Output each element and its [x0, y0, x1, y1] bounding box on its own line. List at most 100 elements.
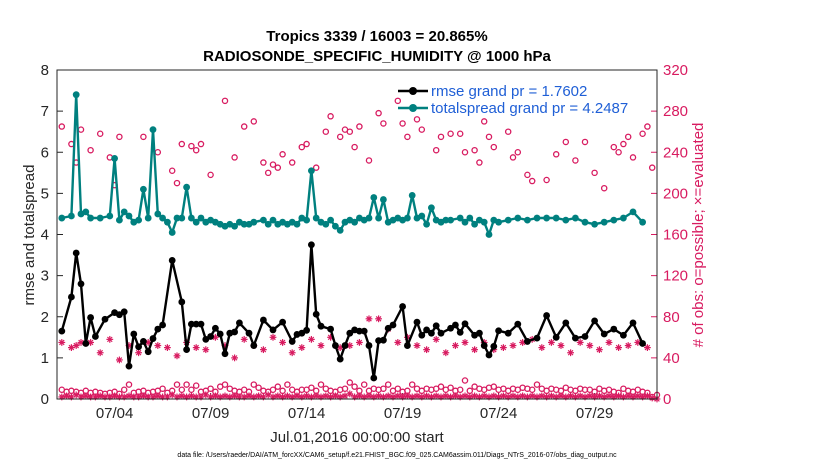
obs-possible-point — [351, 383, 358, 390]
obs-evaluated-point — [279, 339, 286, 346]
totalspread-point — [380, 196, 387, 203]
totalspread-point — [149, 126, 157, 134]
rmse-point — [303, 326, 310, 334]
rmse-point — [92, 333, 99, 340]
obs-possible-point — [514, 148, 522, 156]
rmse-point — [68, 293, 75, 301]
obs-possible-point — [562, 138, 570, 146]
totalspread-point — [485, 231, 493, 238]
obs-evaluated-point — [586, 392, 594, 400]
rmse-point — [437, 329, 445, 337]
totalspread-point — [269, 216, 277, 224]
obs-evaluated-point — [596, 346, 603, 354]
totalspread-point — [183, 183, 191, 191]
rmse-point — [365, 342, 373, 349]
rmse-point — [236, 319, 243, 327]
rmse-point — [533, 334, 541, 342]
obs-possible-point — [408, 381, 416, 388]
obs-evaluated-point — [346, 342, 354, 349]
totalspread-point — [231, 222, 239, 230]
obs-possible-point — [168, 167, 176, 175]
obs-possible-point — [322, 128, 330, 135]
totalspread-point — [250, 218, 258, 226]
obs-possible-point — [308, 384, 315, 391]
obs-evaluated-point — [442, 349, 450, 357]
y-right-tick-label: 200 — [663, 185, 688, 202]
obs-evaluated-point — [624, 342, 632, 349]
obs-evaluated-point — [96, 349, 104, 357]
obs-evaluated-point — [231, 354, 238, 362]
obs-possible-point — [394, 97, 402, 105]
totalspread-point — [188, 214, 195, 222]
rmse-point — [188, 320, 195, 328]
y-right-tick-label: 160 — [663, 227, 688, 244]
totalspread-point — [447, 216, 454, 224]
obs-possible-point — [375, 109, 382, 117]
obs-evaluated-point — [404, 392, 411, 400]
rmse-point — [197, 320, 205, 328]
obs-possible-point — [269, 386, 277, 393]
rmse-point — [327, 325, 334, 333]
rmse-point — [207, 333, 215, 340]
totalspread-point — [428, 204, 435, 212]
obs-possible-point — [365, 157, 373, 164]
obs-evaluated-point — [284, 392, 291, 400]
obs-evaluated-point — [471, 392, 478, 400]
obs-possible-point — [207, 171, 214, 179]
rmse-point — [356, 327, 363, 335]
obs-possible-point — [140, 133, 147, 141]
rmse-point — [514, 320, 522, 328]
obs-possible-point — [456, 386, 464, 393]
rmse-point — [120, 308, 128, 316]
rmse-point — [178, 298, 186, 306]
y-axis-label: rmse and totalspread — [21, 165, 38, 306]
obs-evaluated-point — [452, 392, 459, 400]
rmse-point — [380, 336, 387, 344]
rmse-point — [485, 351, 493, 359]
totalspread-point — [197, 214, 205, 222]
legend-rmse-label: rmse grand pr = 1.7602 — [431, 83, 587, 100]
rmse-point — [629, 319, 637, 327]
obs-possible-point — [456, 130, 464, 137]
obs-evaluated-point — [567, 349, 574, 357]
y-right-tick-label: 320 — [663, 62, 688, 79]
x-axis-label: Jul.01,2016 00:00:00 start — [270, 429, 444, 446]
obs-evaluated-point — [365, 392, 373, 400]
obs-evaluated-point — [432, 335, 440, 343]
totalspread-point — [260, 216, 267, 224]
totalspread-point — [116, 216, 123, 224]
rmse-point — [428, 329, 435, 337]
totalspread-point — [308, 167, 315, 175]
totalspread-point — [144, 214, 152, 222]
plot-frame — [56, 69, 658, 400]
rmse-point — [389, 321, 397, 329]
obs-evaluated-point — [135, 349, 142, 357]
obs-evaluated-point — [221, 392, 229, 400]
obs-possible-point — [341, 385, 349, 392]
obs-possible-point — [480, 118, 488, 125]
obs-possible-point — [183, 381, 190, 388]
obs-evaluated-point — [557, 342, 565, 349]
rmse-point — [610, 325, 618, 333]
obs-possible-point — [600, 184, 608, 192]
rmse-point — [341, 342, 349, 349]
y-right-axis-label: # of obs: o=possible; ×=evaluated — [690, 123, 707, 348]
totalspread-point — [562, 216, 570, 224]
rmse-point — [447, 324, 454, 332]
totalspread-point — [591, 220, 598, 228]
totalspread-point — [351, 218, 358, 226]
rmse-point — [72, 249, 80, 257]
rmse-point — [456, 328, 464, 336]
obs-evaluated-point — [538, 344, 546, 351]
obs-evaluated-point — [288, 349, 296, 357]
rmse-point — [336, 355, 344, 363]
x-tick-label: 07/29 — [576, 405, 614, 422]
obs-possible-point — [624, 133, 632, 141]
obs-evaluated-point — [178, 392, 186, 400]
obs-evaluated-point — [509, 392, 517, 400]
totalspread-point — [370, 194, 378, 201]
obs-evaluated-point — [269, 333, 277, 341]
obs-possible-point — [528, 177, 536, 185]
y-right-tick-label: 80 — [663, 309, 680, 326]
y-tick-label: 4 — [41, 227, 49, 244]
